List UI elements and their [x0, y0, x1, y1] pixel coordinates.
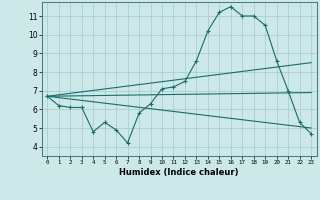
X-axis label: Humidex (Indice chaleur): Humidex (Indice chaleur) — [119, 168, 239, 177]
